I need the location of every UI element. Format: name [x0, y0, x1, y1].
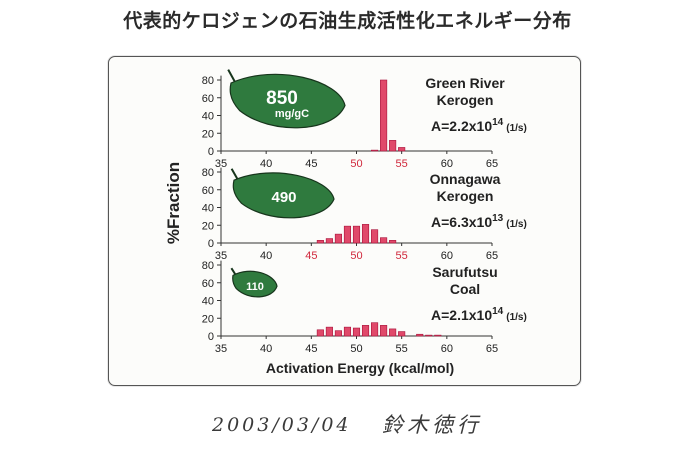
leaf-stem: [227, 69, 236, 83]
x-tick-label: 55: [396, 250, 408, 262]
x-tick-label: 40: [260, 250, 272, 262]
bar: [371, 322, 379, 337]
leaf-unit: mg/gC: [275, 108, 309, 120]
bar: [361, 224, 370, 244]
bar: [380, 237, 388, 244]
bar: [389, 328, 397, 337]
leaf-value: 850: [266, 88, 298, 109]
bar: [398, 331, 406, 337]
leaf-value: 490: [271, 189, 296, 206]
bar: [352, 225, 361, 244]
x-tick-label: 60: [441, 250, 453, 262]
x-tick-label: 65: [486, 343, 498, 355]
bar: [334, 330, 342, 337]
page-title: 代表的ケロジェンの石油生成活性化エネルギー分布: [123, 10, 572, 32]
x-axis-title: Activation Energy (kcal/mol): [266, 360, 454, 376]
handwritten-date: 2003/03/04: [212, 414, 352, 436]
y-tick-label: 0: [208, 146, 214, 158]
panel-2: 0 20 40 60 80 35 40 45 50 55 60 65 490 OnnagawaKeroge…: [202, 167, 527, 262]
y-tick-label: 60: [202, 278, 214, 290]
y-tick-label: 80: [202, 167, 214, 179]
leaf-icon: [229, 73, 346, 129]
x-tick-label: 45: [305, 250, 317, 262]
bar: [316, 240, 324, 244]
bar: [371, 229, 379, 244]
y-tick-label: 40: [202, 296, 214, 308]
x-tick-label: 50: [350, 158, 362, 170]
pre-exponential-factor: A=2.1x1014(1/s): [431, 306, 527, 323]
bar: [434, 334, 442, 337]
y-tick-label: 0: [208, 331, 214, 343]
bar: [343, 225, 352, 244]
leaf-icon: [232, 172, 335, 219]
sample-name-line: Coal: [450, 281, 480, 297]
bar: [416, 333, 424, 337]
y-tick-label: 20: [202, 128, 214, 140]
sample-name-line: Green River: [425, 75, 505, 91]
y-tick-label: 60: [202, 185, 214, 197]
bar: [380, 325, 388, 337]
bar: [334, 233, 342, 244]
x-tick-label: 50: [350, 250, 362, 262]
bar: [325, 238, 333, 244]
bar: [389, 140, 397, 152]
bar: [389, 240, 397, 244]
bar: [425, 334, 433, 337]
handwritten-author: 鈴木徳行: [382, 413, 482, 437]
y-tick-label: 40: [202, 111, 214, 123]
sample-name-line: Kerogen: [437, 188, 494, 204]
x-tick-label: 35: [215, 343, 227, 355]
x-tick-label: 65: [486, 250, 498, 262]
x-tick-label: 50: [350, 343, 362, 355]
x-tick-label: 55: [396, 158, 408, 170]
x-tick-label: 35: [215, 250, 227, 262]
x-tick-label: 35: [215, 158, 227, 170]
x-tick-label: 45: [305, 343, 317, 355]
x-tick-label: 65: [486, 158, 498, 170]
leaf-badge: 490: [230, 168, 335, 219]
y-tick-label: 0: [208, 238, 214, 250]
y-tick-label: 20: [202, 313, 214, 325]
leaf-icon: [232, 270, 278, 298]
pre-exponential-factor: A=6.3x1013(1/s): [431, 213, 527, 230]
x-tick-label: 40: [260, 343, 272, 355]
x-tick-label: 55: [396, 343, 408, 355]
leaf-stem: [230, 168, 239, 181]
x-tick-label: 60: [441, 158, 453, 170]
y-tick-label: 20: [202, 220, 214, 232]
bar: [343, 326, 352, 337]
bar: [361, 325, 370, 337]
leaf-value: 110: [246, 281, 264, 293]
y-axis-title: %Fraction: [164, 162, 183, 244]
bar: [316, 329, 324, 337]
pre-exponential-factor: A=2.2x1014(1/s): [431, 117, 527, 134]
x-tick-label: 40: [260, 158, 272, 170]
bar: [371, 149, 379, 152]
y-tick-label: 60: [202, 93, 214, 105]
x-tick-label: 45: [305, 158, 317, 170]
leaf-badge: 110: [230, 267, 278, 298]
sample-name-line: Kerogen: [437, 92, 494, 108]
bar: [380, 79, 388, 152]
bar: [352, 327, 361, 337]
x-tick-label: 60: [441, 343, 453, 355]
sample-name-line: Sarufutsu: [432, 264, 497, 280]
bar: [325, 326, 333, 337]
sample-name-line: Onnagawa: [430, 171, 501, 187]
y-tick-label: 80: [202, 75, 214, 87]
y-tick-label: 40: [202, 203, 214, 215]
bar: [398, 147, 406, 152]
y-tick-label: 80: [202, 260, 214, 272]
